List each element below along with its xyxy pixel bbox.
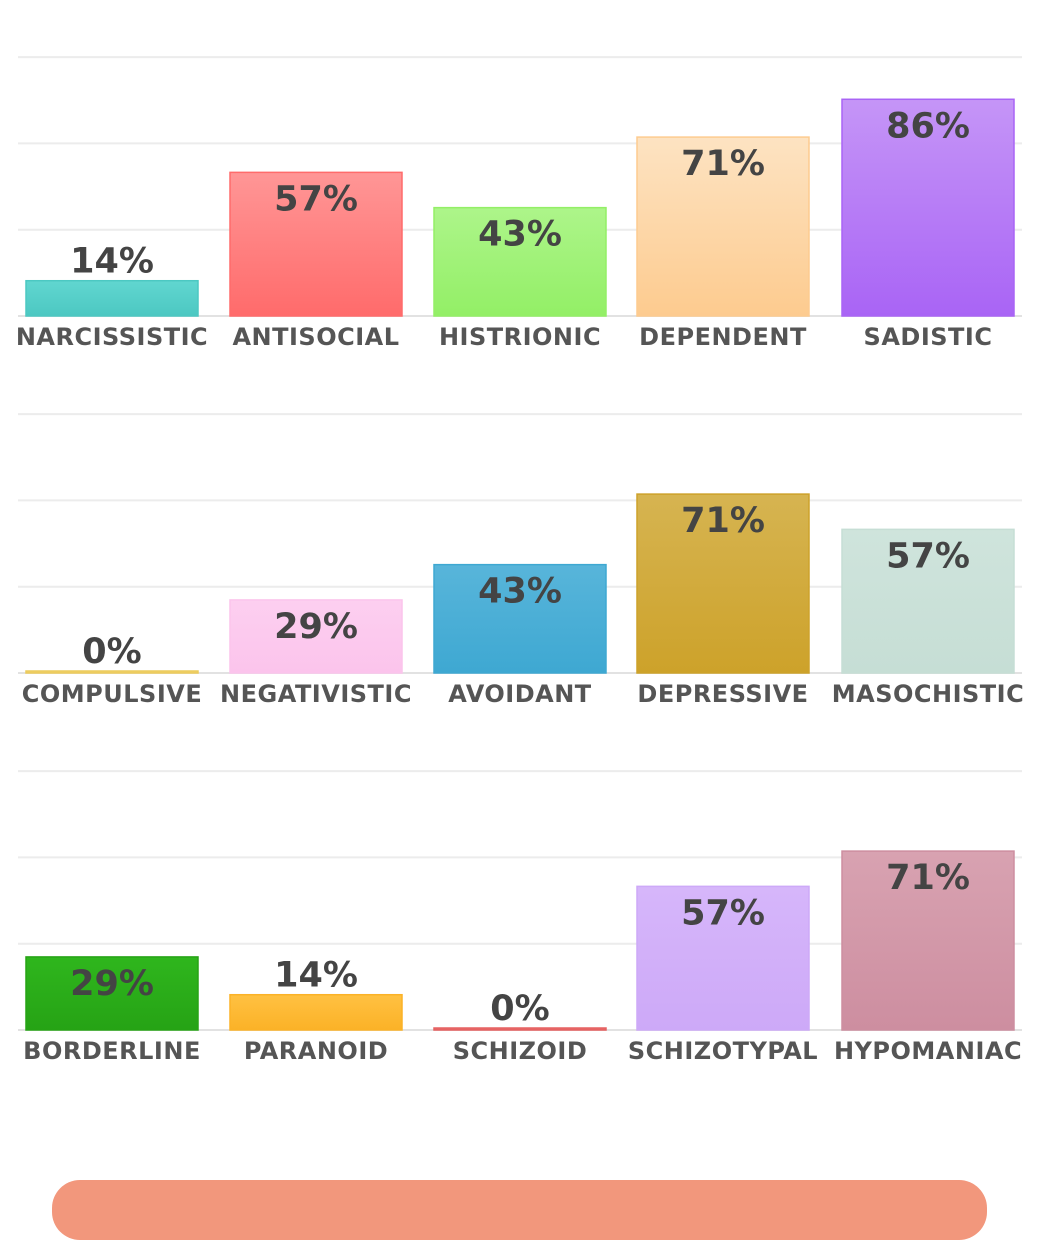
- value-label-paranoid: 14%: [274, 956, 358, 996]
- bar-borderline: [25, 956, 199, 1031]
- category-label-dependent: DEPENDENT: [639, 323, 807, 351]
- results-button[interactable]: [52, 1180, 987, 1240]
- bar-schizotypal: [636, 885, 810, 1031]
- category-label-masochistic: MASOCHISTIC: [832, 680, 1024, 708]
- value-label-antisocial: 57%: [274, 179, 358, 219]
- category-label-antisocial: ANTISOCIAL: [232, 323, 399, 351]
- chart-2: 0% COMPULSIVE 29% NEGATIVISTIC 43% AVOIDANT 71…: [18, 413, 1024, 708]
- value-label-hypomaniac: 71%: [886, 858, 970, 898]
- category-label-depressive: DEPRESSIVE: [637, 680, 808, 708]
- category-label-narcissistic: NARCISSISTIC: [16, 323, 208, 351]
- value-label-histrionic: 43%: [478, 215, 562, 255]
- bar-paranoid: [229, 993, 403, 1031]
- category-label-compulsive: COMPULSIVE: [22, 680, 202, 708]
- bar-dependent: [636, 136, 810, 317]
- value-label-narcissistic: 14%: [70, 242, 154, 282]
- bar-sadistic: [841, 98, 1015, 317]
- chart-3: 29% BORDERLINE 14% PARANOID 0% SCHIZOID 57% SCH…: [18, 770, 1022, 1065]
- bar-depressive: [636, 493, 810, 674]
- personality-charts: 14% NARCISSISTIC 57% ANTISOCIAL 43% HISTRIONI…: [16, 56, 1024, 1065]
- category-label-borderline: BORDERLINE: [23, 1037, 201, 1065]
- category-label-sadistic: SADISTIC: [864, 323, 993, 351]
- bar-negativistic: [229, 599, 403, 674]
- value-label-sadistic: 86%: [886, 106, 970, 146]
- bar-histrionic: [433, 206, 607, 317]
- value-label-compulsive: 0%: [82, 632, 141, 672]
- value-label-masochistic: 57%: [886, 536, 970, 576]
- value-label-schizoid: 0%: [490, 989, 549, 1029]
- bar-narcissistic: [25, 279, 199, 317]
- category-label-hypomaniac: HYPOMANIAC: [834, 1037, 1022, 1065]
- bar-schizoid: [433, 1027, 607, 1031]
- category-label-schizoid: SCHIZOID: [453, 1037, 588, 1065]
- value-label-avoidant: 43%: [478, 572, 562, 612]
- bar-masochistic: [841, 528, 1015, 674]
- value-label-borderline: 29%: [70, 964, 154, 1004]
- value-label-schizotypal: 57%: [681, 893, 765, 933]
- bar-avoidant: [433, 563, 607, 674]
- category-label-schizotypal: SCHIZOTYPAL: [628, 1037, 818, 1065]
- chart-1: 14% NARCISSISTIC 57% ANTISOCIAL 43% HISTRIONI…: [16, 56, 1022, 351]
- category-label-histrionic: HISTRIONIC: [439, 323, 601, 351]
- value-label-depressive: 71%: [681, 501, 765, 541]
- category-label-negativistic: NEGATIVISTIC: [220, 680, 412, 708]
- value-label-negativistic: 29%: [274, 607, 358, 647]
- bar-compulsive: [25, 670, 199, 674]
- category-label-paranoid: PARANOID: [244, 1037, 388, 1065]
- bar-antisocial: [229, 171, 403, 317]
- value-label-dependent: 71%: [681, 144, 765, 184]
- category-label-avoidant: AVOIDANT: [448, 680, 592, 708]
- bar-hypomaniac: [841, 850, 1015, 1031]
